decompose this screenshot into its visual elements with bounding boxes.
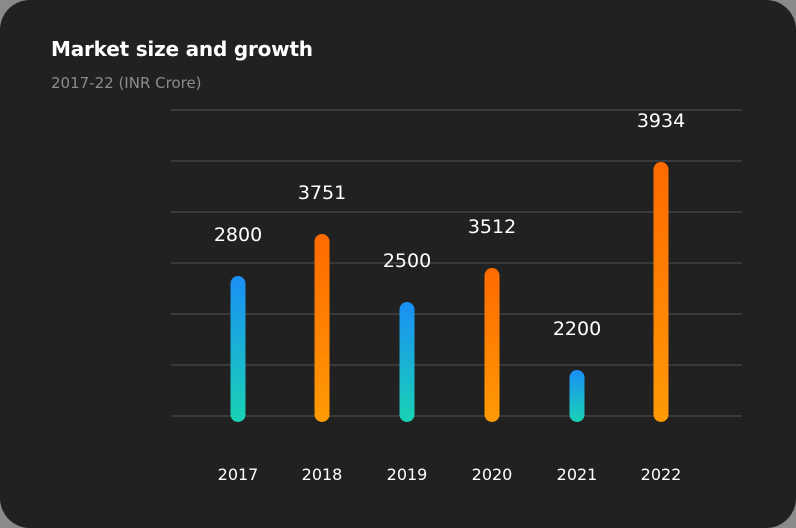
bar-2017 bbox=[230, 276, 246, 422]
bars bbox=[230, 162, 669, 422]
bar-2018 bbox=[314, 234, 330, 422]
x-tick-label-2018: 2018 bbox=[302, 465, 343, 484]
data-label-2017: 2800 bbox=[214, 224, 262, 246]
bar-2020 bbox=[484, 268, 500, 422]
x-tick-label-2022: 2022 bbox=[641, 465, 682, 484]
data-label-2019: 2500 bbox=[383, 250, 431, 272]
bar-2022 bbox=[653, 162, 669, 422]
data-labels: 2800 3751 2500 3512 2200 3934 bbox=[214, 110, 685, 340]
chart-subtitle: 2017-22 (INR Crore) bbox=[51, 74, 202, 92]
gridlines bbox=[171, 109, 742, 417]
x-tick-label-2017: 2017 bbox=[218, 465, 259, 484]
data-label-2022: 3934 bbox=[637, 110, 685, 132]
x-tick-label-2019: 2019 bbox=[387, 465, 428, 484]
chart-title: Market size and growth bbox=[51, 37, 313, 61]
bar-2019 bbox=[399, 302, 415, 422]
bar-2021 bbox=[569, 370, 585, 422]
data-label-2021: 2200 bbox=[553, 318, 601, 340]
data-label-2020: 3512 bbox=[468, 216, 516, 238]
x-axis-labels: 2017 2018 2019 2020 2021 2022 bbox=[218, 465, 682, 484]
x-tick-label-2020: 2020 bbox=[472, 465, 513, 484]
x-tick-label-2021: 2021 bbox=[557, 465, 598, 484]
data-label-2018: 3751 bbox=[298, 182, 346, 204]
